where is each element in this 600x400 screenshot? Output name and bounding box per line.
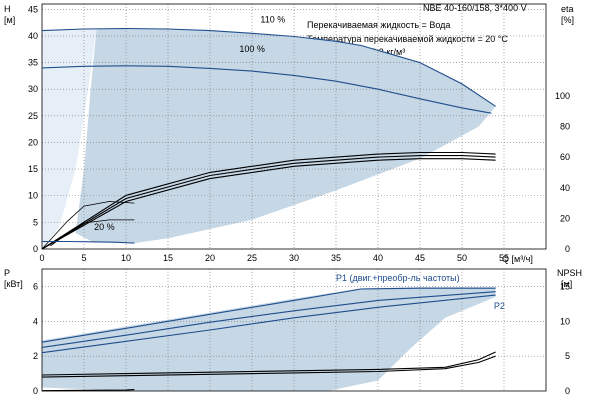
info-line1: Перекачиваемая жидкость = Вода [307, 20, 450, 30]
eta-tick-label: 80 [560, 122, 570, 132]
head-plot-frame [41, 3, 547, 250]
power-plot: 0 2 4 6 0 5 10 15 P1 (двиг.+преобр-ль частоты) P2 [33, 268, 570, 396]
h-tick-label: 30 [28, 84, 38, 94]
operating-area [75, 28, 496, 244]
p-axis-unit: [кВт] [4, 279, 23, 289]
power-curve [41, 291, 496, 348]
info-title: NBE 40-160/158, 3*400 V [423, 3, 527, 13]
x-tick-label: 0 [39, 253, 44, 263]
h-tick-label: 15 [28, 164, 38, 174]
h-tick-label: 5 [33, 217, 38, 227]
x-tick-label: 15 [163, 253, 173, 263]
eta-axis-label: eta [561, 4, 574, 14]
h-axis-unit: [м] [4, 15, 15, 25]
h-tick-label: 0 [33, 244, 38, 254]
power-curve [41, 294, 496, 354]
eta-curve [41, 158, 496, 250]
x-tick-label: 10 [121, 253, 131, 263]
operating-area-power [42, 287, 496, 391]
npsh-curve [41, 389, 135, 392]
eta-curve [41, 201, 135, 250]
low-flow-area [42, 28, 97, 249]
h-tick-label: 25 [28, 111, 38, 121]
eta-tick-label: 20 [560, 213, 570, 223]
head-curve [42, 240, 135, 244]
power-curve-label: P1 (двиг.+преобр-ль частоты) [336, 273, 460, 283]
x-tick-label: 55 [499, 253, 509, 263]
q-axis-label: Q [м³/ч] [502, 254, 533, 264]
x-tick-label: 50 [457, 253, 467, 263]
p-tick-label: 6 [33, 281, 38, 291]
npsh-tick-label: 0 [565, 386, 570, 396]
p-tick-label: 0 [33, 386, 38, 396]
h-tick-label: 10 [28, 191, 38, 201]
eta-tick-label: 40 [560, 183, 570, 193]
info-line2: Температура перекачиваемой жидкости = 20… [307, 34, 508, 44]
x-tick-label: 30 [289, 253, 299, 263]
power-curve-label: P2 [494, 301, 505, 311]
power-plot-frame [41, 268, 547, 392]
eta-axis-unit: [%] [561, 15, 574, 25]
speed-label: 100 % [239, 44, 265, 54]
npsh-curve [41, 351, 496, 376]
p-axis-label: P [4, 268, 10, 278]
eta-tick-label: 0 [565, 244, 570, 254]
speed-label: 110 % [260, 15, 285, 25]
eta-curve [41, 155, 496, 250]
x-tick-label: 45 [415, 253, 425, 263]
head-curve [41, 27, 496, 107]
p-tick-label: 4 [33, 316, 38, 326]
head-curve [41, 65, 492, 114]
h-axis-label: H [4, 4, 11, 14]
npsh-tick-label: 10 [560, 316, 570, 326]
speed-label: 20 % [94, 222, 115, 232]
x-tick-label: 25 [247, 253, 257, 263]
x-tick-label: 35 [331, 253, 341, 263]
npsh-axis-unit: [м] [561, 279, 572, 289]
npsh-curve [41, 355, 496, 378]
x-tick-label: 5 [81, 253, 86, 263]
npsh-tick-label: 15 [560, 281, 570, 291]
h-tick-label: 20 [28, 137, 38, 147]
eta-tick-label: 60 [560, 152, 570, 162]
h-tick-label: 40 [28, 31, 38, 41]
eta-curve [41, 151, 496, 250]
p-tick-label: 2 [33, 351, 38, 361]
power-curve [41, 287, 496, 343]
npsh-tick-label: 5 [565, 351, 570, 361]
h-tick-label: 35 [28, 58, 38, 68]
eta-tick-label: 100 [555, 91, 570, 101]
head-plot: 0 5 10 15 20 25 30 35 40 45 50 55 0 5 10 15 20 25 30 35 40 45… [28, 3, 570, 263]
x-tick-label: 40 [373, 253, 383, 263]
h-tick-label: 45 [28, 4, 38, 14]
x-tick-label: 20 [205, 253, 215, 263]
npsh-axis-label: NPSH [557, 268, 582, 278]
